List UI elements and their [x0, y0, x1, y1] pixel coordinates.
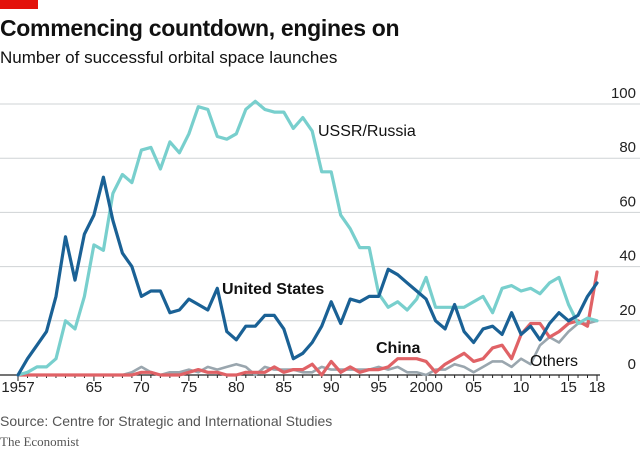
series-labels: USSR/Russia United States China Others [222, 123, 578, 370]
y-tick-label-40: 40 [619, 248, 636, 265]
x-tick-label-85: 85 [275, 379, 292, 396]
series-label-others: Others [530, 353, 578, 370]
x-tick-label-65: 65 [86, 379, 103, 396]
y-tick-label-20: 20 [619, 302, 636, 319]
x-tick-label-18: 18 [589, 379, 606, 396]
source-note: Source: Centre for Strategic and Interna… [0, 413, 333, 429]
series-line-ussr [16, 99, 599, 377]
series-line-usa [16, 175, 599, 377]
series-label-china: China [376, 340, 421, 357]
x-tick-label-75: 75 [181, 379, 198, 396]
chart-title: Commencing countdown, engines on [0, 15, 400, 41]
series-lines [16, 99, 599, 377]
x-tick-label-80: 80 [228, 379, 245, 396]
series-label-ussr: USSR/Russia [318, 123, 416, 140]
x-tick-label-05: 05 [465, 379, 482, 396]
series-label-usa: United States [222, 281, 324, 298]
x-axis: 1957 65 70 75 80 85 90 95 2000 05 10 15 18 [0, 374, 606, 396]
x-tick-label-15: 15 [560, 379, 577, 396]
y-tick-label-60: 60 [619, 193, 636, 210]
x-tick-label-90: 90 [323, 379, 340, 396]
x-tick-label-2000: 2000 [409, 379, 442, 396]
y-tick-label-100: 100 [611, 85, 636, 102]
series-line-china [16, 270, 599, 377]
accent-bar [0, 0, 38, 9]
x-tick-label-10: 10 [513, 379, 530, 396]
brand-logo: The Economist [0, 434, 80, 449]
x-tick-label-70: 70 [133, 379, 150, 396]
chart-subtitle: Number of successful orbital space launc… [0, 48, 338, 67]
y-tick-labels: 0 20 40 60 80 100 [611, 85, 636, 373]
y-tick-label-80: 80 [619, 139, 636, 156]
x-tick-label-95: 95 [370, 379, 387, 396]
x-tick-label-1957: 1957 [1, 379, 34, 396]
y-tick-label-0: 0 [628, 356, 636, 373]
